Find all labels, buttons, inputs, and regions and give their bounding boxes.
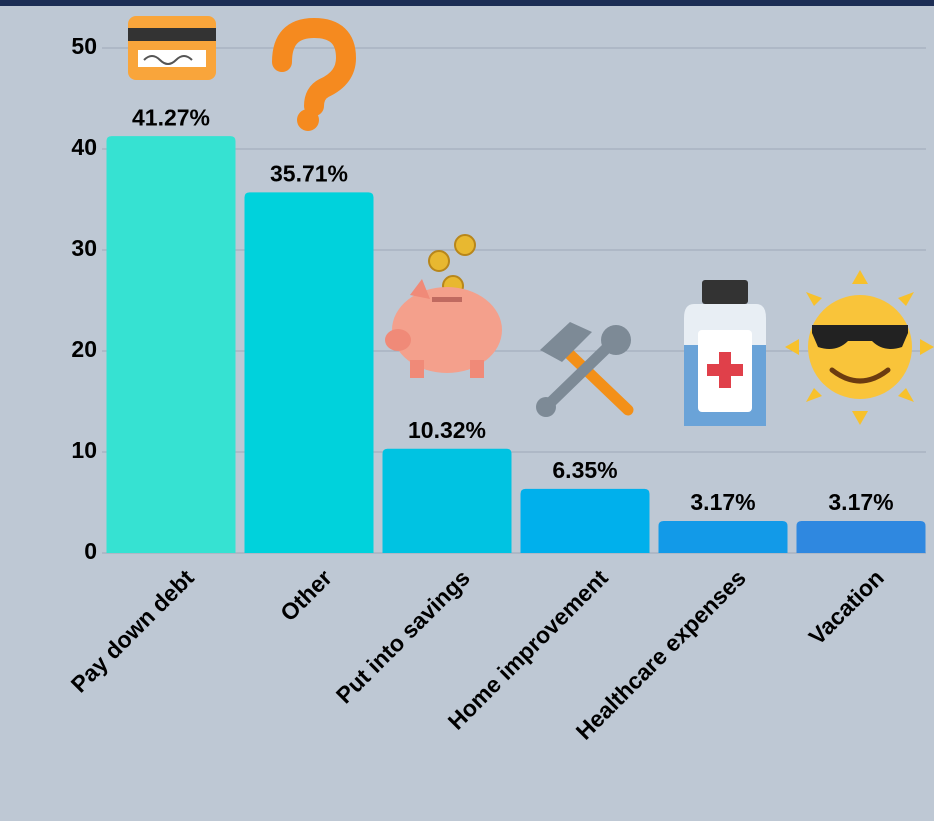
top-border bbox=[0, 0, 934, 6]
y-tick-label: 20 bbox=[71, 336, 97, 362]
chart: 41.27% 35.71% 10.32% 6.35% 3.17% 3.17% 0 10 20 3… bbox=[0, 0, 934, 821]
bar bbox=[383, 449, 512, 553]
bar bbox=[521, 489, 650, 553]
data-label: 6.35% bbox=[552, 457, 617, 483]
y-tick-label: 30 bbox=[71, 235, 97, 261]
bar bbox=[659, 521, 788, 553]
data-label: 10.32% bbox=[408, 417, 486, 443]
y-tick-label: 0 bbox=[84, 538, 97, 564]
bar bbox=[245, 192, 374, 553]
y-tick-label: 10 bbox=[71, 437, 97, 463]
data-label: 35.71% bbox=[270, 160, 348, 186]
credit-card-icon bbox=[128, 16, 216, 80]
bar bbox=[107, 136, 236, 553]
data-label: 41.27% bbox=[132, 104, 210, 130]
y-tick-label: 50 bbox=[71, 33, 97, 59]
bar bbox=[797, 521, 926, 553]
data-label: 3.17% bbox=[690, 489, 755, 515]
data-label: 3.17% bbox=[828, 489, 893, 515]
y-tick-label: 40 bbox=[71, 134, 97, 160]
